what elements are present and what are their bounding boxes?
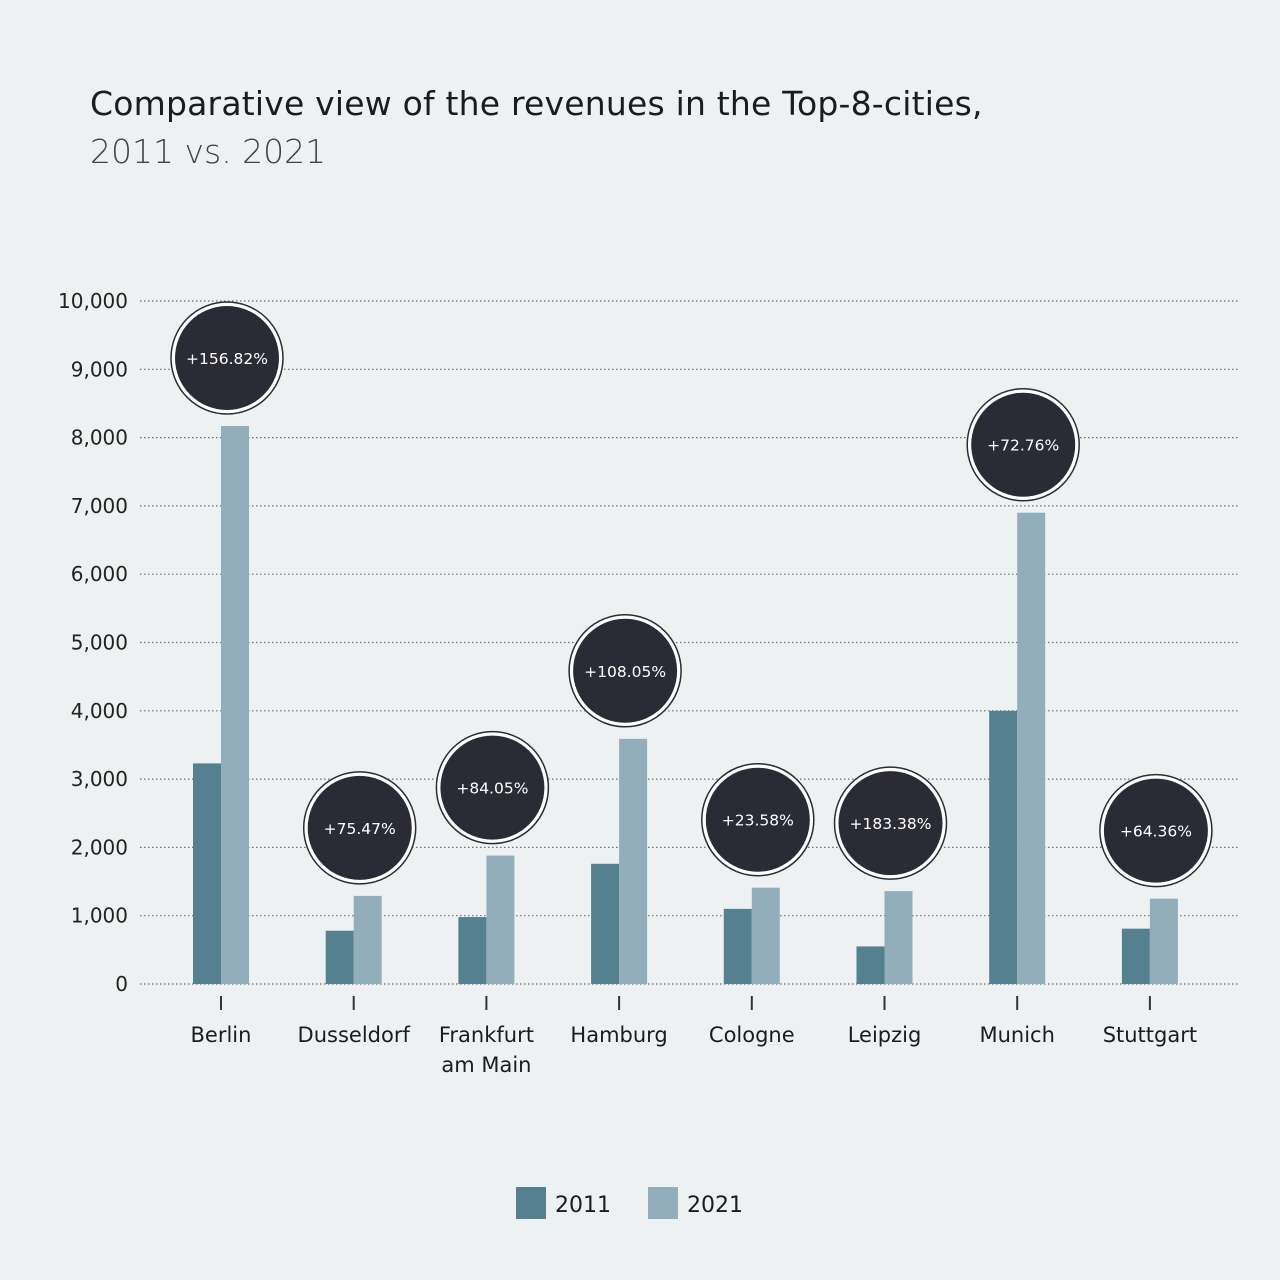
bar-2021-frankfurt-am-main — [486, 855, 515, 984]
x-tick-label: Cologne — [709, 1023, 795, 1047]
change-badge-label: +72.76% — [987, 437, 1059, 455]
x-tick-label: Hamburg — [570, 1023, 667, 1047]
legend-swatch — [648, 1187, 678, 1219]
legend-label: 2021 — [687, 1193, 743, 1218]
y-tick-label: 4,000 — [71, 699, 128, 723]
change-badge: +72.76% — [966, 387, 1080, 502]
change-badge-label: +23.58% — [722, 812, 794, 830]
change-badge-label: +156.82% — [186, 350, 268, 368]
y-tick-label: 3,000 — [71, 767, 128, 791]
chart-title: Comparative view of the revenues in the … — [90, 84, 983, 123]
bar-2011-dusseldorf — [325, 930, 354, 984]
y-tick-label: 10,000 — [58, 289, 128, 313]
bar-2021-dusseldorf — [353, 895, 382, 984]
y-tick-label: 6,000 — [71, 562, 128, 586]
bar-2011-leipzig — [856, 946, 885, 984]
legend: 2011 2021 — [516, 1187, 743, 1219]
legend-label: 2011 — [555, 1193, 611, 1218]
change-badge: +64.36% — [1099, 773, 1213, 888]
y-tick-label: 5,000 — [71, 631, 128, 655]
grid-lines — [140, 300, 1240, 985]
x-axis-ticks: Berlin Dusseldorf Frankfurt am Main Hamburg C… — [191, 996, 1197, 1077]
x-tick-label: Leipzig — [848, 1023, 922, 1047]
bar-2021-hamburg — [619, 738, 648, 984]
change-badges: +156.82% +75.47% +84.05% +108.05% +23.58% +18… — [170, 301, 1213, 888]
x-tick-label: Berlin — [191, 1023, 252, 1047]
y-tick-label: 2,000 — [71, 835, 128, 859]
x-tick-label: Munich — [979, 1023, 1054, 1047]
chart-subtitle: 2011 vs. 2021 — [90, 132, 327, 171]
bar-2011-frankfurt-am-main — [458, 917, 487, 984]
y-tick-label: 0 — [115, 972, 128, 996]
y-axis-ticks: 0 1,000 2,000 3,000 4,000 5,000 6,000 7,000 8,00… — [58, 289, 128, 996]
change-badge-label: +108.05% — [584, 663, 666, 681]
y-tick-label: 8,000 — [71, 426, 128, 450]
change-badge-label: +84.05% — [456, 780, 528, 798]
x-tick-label: Dusseldorf — [298, 1023, 411, 1047]
change-badge: +156.82% — [170, 301, 284, 415]
y-tick-label: 1,000 — [71, 904, 128, 928]
change-badge: +108.05% — [568, 614, 682, 728]
y-tick-label: 9,000 — [71, 357, 128, 381]
change-badge-label: +64.36% — [1120, 823, 1192, 841]
y-tick-label: 7,000 — [71, 494, 128, 518]
bar-2021-berlin — [221, 425, 249, 984]
change-badge: +183.38% — [833, 766, 948, 880]
bar-2011-cologne — [723, 908, 752, 984]
bar-2011-stuttgart — [1121, 928, 1150, 984]
bar-2011-munich — [989, 710, 1018, 984]
bar-2021-leipzig — [884, 891, 913, 984]
change-badge: +84.05% — [435, 730, 550, 845]
bars — [193, 425, 1178, 984]
legend-swatch — [516, 1187, 546, 1219]
bar-2021-munich — [1017, 512, 1046, 984]
bar-2011-berlin — [193, 763, 221, 984]
bar-2021-cologne — [751, 887, 780, 984]
change-badge-label: +183.38% — [850, 815, 932, 833]
x-tick-label: Stuttgart — [1103, 1023, 1197, 1047]
x-tick-label: Frankfurt am Main — [439, 1023, 534, 1077]
change-badge: +23.58% — [701, 762, 815, 877]
change-badge-label: +75.47% — [324, 820, 396, 838]
change-badge: +75.47% — [302, 771, 417, 885]
bar-2021-stuttgart — [1149, 898, 1178, 984]
bar-2011-hamburg — [591, 863, 620, 984]
